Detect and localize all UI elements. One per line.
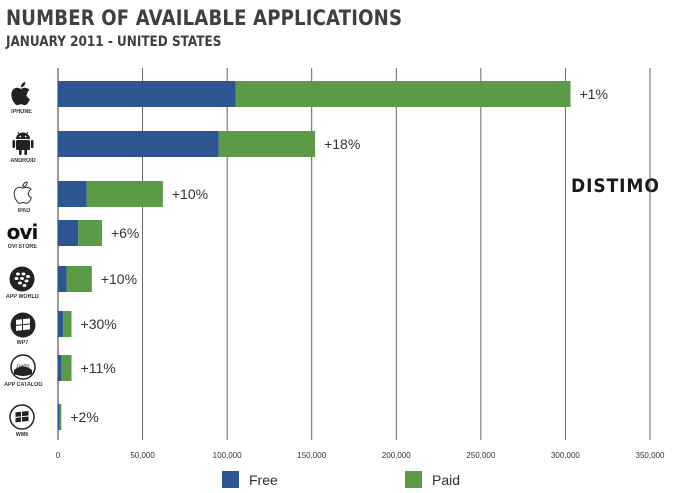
bar-free — [58, 131, 219, 157]
x-tick-label: 250,000 — [466, 451, 495, 460]
bar-paid — [66, 266, 92, 292]
x-tick-label: 350,000 — [636, 451, 665, 460]
platform-app-catalog: palm APP CATALOG — [1, 354, 45, 388]
windows-phone-icon — [10, 312, 36, 338]
platform-ovi-store: ovi OVI STORE — [0, 222, 44, 250]
bar-paid — [78, 220, 102, 246]
platform-iphone: IPHONE — [0, 81, 44, 115]
apple-outline-icon — [13, 181, 32, 204]
x-tick-label: 150,000 — [297, 451, 326, 460]
platform-label: APP WORLD — [5, 294, 39, 300]
x-tick-label: 100,000 — [213, 451, 242, 460]
platform-ipad: IPAD — [2, 180, 46, 214]
platform-label: IPAD — [17, 208, 31, 214]
bar-free — [58, 181, 87, 207]
x-tick-label: 300,000 — [551, 451, 580, 460]
growth-label: +2% — [70, 409, 98, 425]
growth-label: +18% — [324, 136, 360, 152]
bar-paid — [61, 355, 72, 381]
platform-android: ANDROID — [1, 130, 45, 164]
legend-swatch-paid — [405, 471, 422, 488]
platform-app-world: APP WORLD — [0, 266, 44, 300]
growth-label: +10% — [101, 271, 137, 287]
legend-item-free: Free — [222, 471, 278, 488]
bar-free — [58, 355, 62, 381]
bar-paid — [59, 404, 62, 430]
bar-free — [58, 266, 67, 292]
platform-label: APP CATALOG — [3, 382, 43, 388]
x-tick-label: 50,000 — [130, 451, 155, 460]
windows-icon — [9, 404, 35, 430]
bar-free — [58, 311, 64, 337]
legend-label-paid: Paid — [432, 471, 461, 488]
svg-text:palm: palm — [15, 364, 29, 370]
platform-wm6: WM6 — [0, 404, 44, 438]
platform-wp7: WP7 — [1, 312, 45, 346]
apple-icon — [11, 82, 30, 106]
growth-label: +1% — [580, 86, 608, 102]
brand-logo: DISTIMO — [571, 175, 660, 197]
x-tick-label: 200,000 — [382, 451, 411, 460]
platform-label: WM6 — [15, 432, 29, 438]
growth-label: +11% — [81, 360, 116, 376]
bar-paid — [235, 81, 571, 107]
bar-free — [58, 404, 60, 430]
blackberry-icon — [9, 266, 35, 292]
platform-label: IPHONE — [11, 109, 33, 115]
ovi-icon: ovi — [6, 220, 39, 244]
legend-label-free: Free — [249, 471, 278, 488]
bar-free — [58, 81, 236, 107]
x-tick-label: 0 — [56, 451, 61, 460]
bar-paid — [218, 131, 316, 157]
platform-label: ANDROID — [10, 158, 36, 164]
bar-paid — [86, 181, 163, 207]
growth-label: +30% — [81, 316, 117, 332]
palm-icon: palm — [10, 354, 36, 380]
bar-free — [58, 220, 79, 246]
legend-item-paid: Paid — [405, 471, 460, 488]
legend-swatch-free — [222, 471, 239, 488]
chart-title: NUMBER OF AVAILABLE APPLICATIONS — [6, 6, 403, 30]
android-icon — [12, 131, 34, 155]
platform-label: WP7 — [17, 340, 29, 346]
platform-label: OVI STORE — [7, 244, 37, 250]
growth-label: +10% — [172, 186, 208, 202]
chart-subtitle: JANUARY 2011 - UNITED STATES — [6, 34, 222, 50]
growth-label: +6% — [111, 225, 139, 241]
bar-paid — [63, 311, 72, 337]
